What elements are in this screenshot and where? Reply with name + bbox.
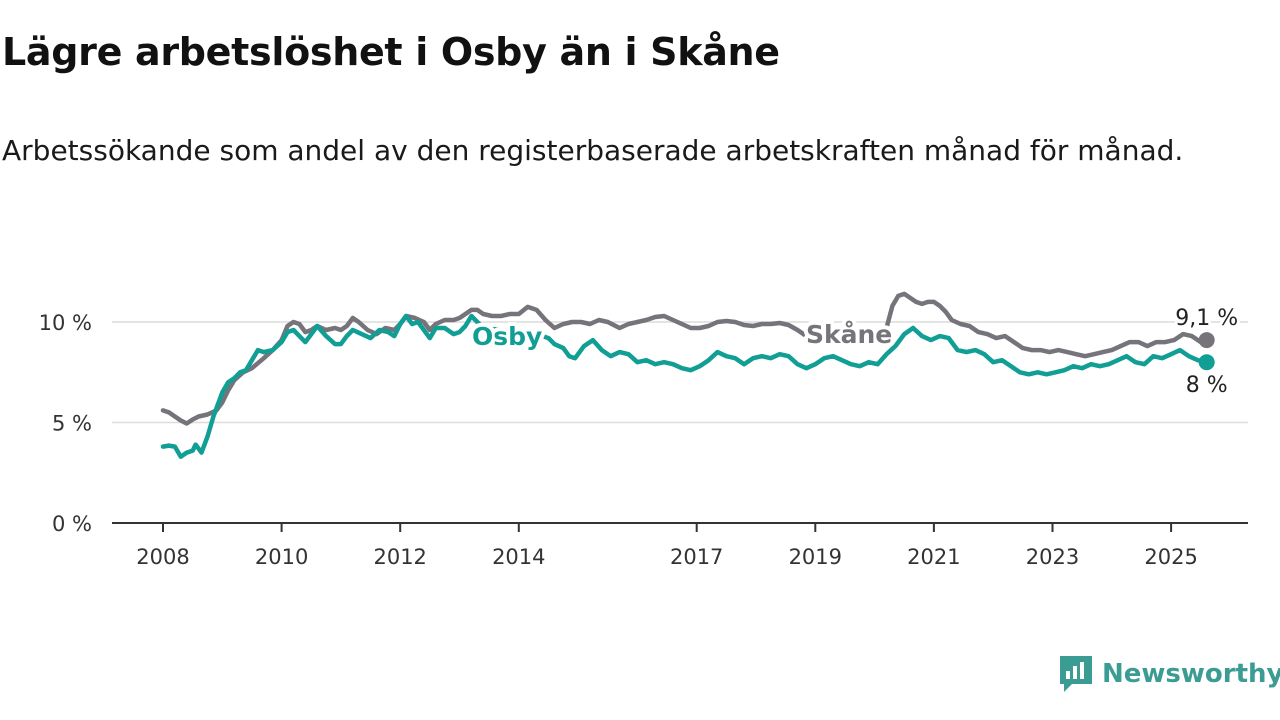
y-tick-label: 0 % bbox=[52, 512, 92, 536]
series-label-skåne: Skåne bbox=[806, 320, 892, 349]
x-tick-label: 2023 bbox=[1026, 545, 1079, 569]
end-point-osby bbox=[1198, 354, 1215, 371]
end-point-skåne bbox=[1198, 332, 1215, 349]
brand-name: Newsworthy bbox=[1102, 659, 1280, 689]
x-tick-label: 2012 bbox=[373, 545, 426, 569]
x-axis: 2008 2010 2012 2014 2017 2019 2021 2023 2025 bbox=[112, 522, 1248, 569]
x-tick-label: 2017 bbox=[670, 545, 723, 569]
x-tick-label: 2025 bbox=[1144, 545, 1197, 569]
newsworthy-logo: Newsworthy bbox=[1058, 654, 1280, 694]
end-value-label-skåne: 9,1 % bbox=[1175, 306, 1238, 331]
y-tick-label: 5 % bbox=[52, 412, 92, 436]
newsworthy-logo-icon bbox=[1060, 656, 1092, 692]
series-labels: Skåne 9,1 % Osby 8 % bbox=[468, 303, 1241, 401]
line-chart: 0 %5 %10 % 2008 2010 2012 2014 2017 2019 2021 2… bbox=[39, 291, 1248, 569]
end-value-label-osby: 8 % bbox=[1186, 373, 1228, 398]
y-tick-label: 10 % bbox=[39, 311, 92, 335]
series-line-skåne bbox=[160, 291, 1209, 426]
chart-title: Lägre arbetslöshet i Osby än i Skåne bbox=[2, 30, 780, 74]
series-label-osby: Osby bbox=[472, 322, 542, 351]
x-tick-label: 2019 bbox=[789, 545, 842, 569]
x-tick-label: 2014 bbox=[492, 545, 545, 569]
x-tick-label: 2010 bbox=[255, 545, 308, 569]
chart-subtitle: Arbetssökande som andel av den registerb… bbox=[2, 134, 1184, 167]
x-tick-label: 2008 bbox=[136, 545, 189, 569]
x-tick-label: 2021 bbox=[907, 545, 960, 569]
y-axis-ticks: 0 % 5 % 10 % bbox=[39, 311, 92, 536]
series-line-osby bbox=[160, 313, 1209, 459]
series-lines bbox=[160, 291, 1215, 459]
